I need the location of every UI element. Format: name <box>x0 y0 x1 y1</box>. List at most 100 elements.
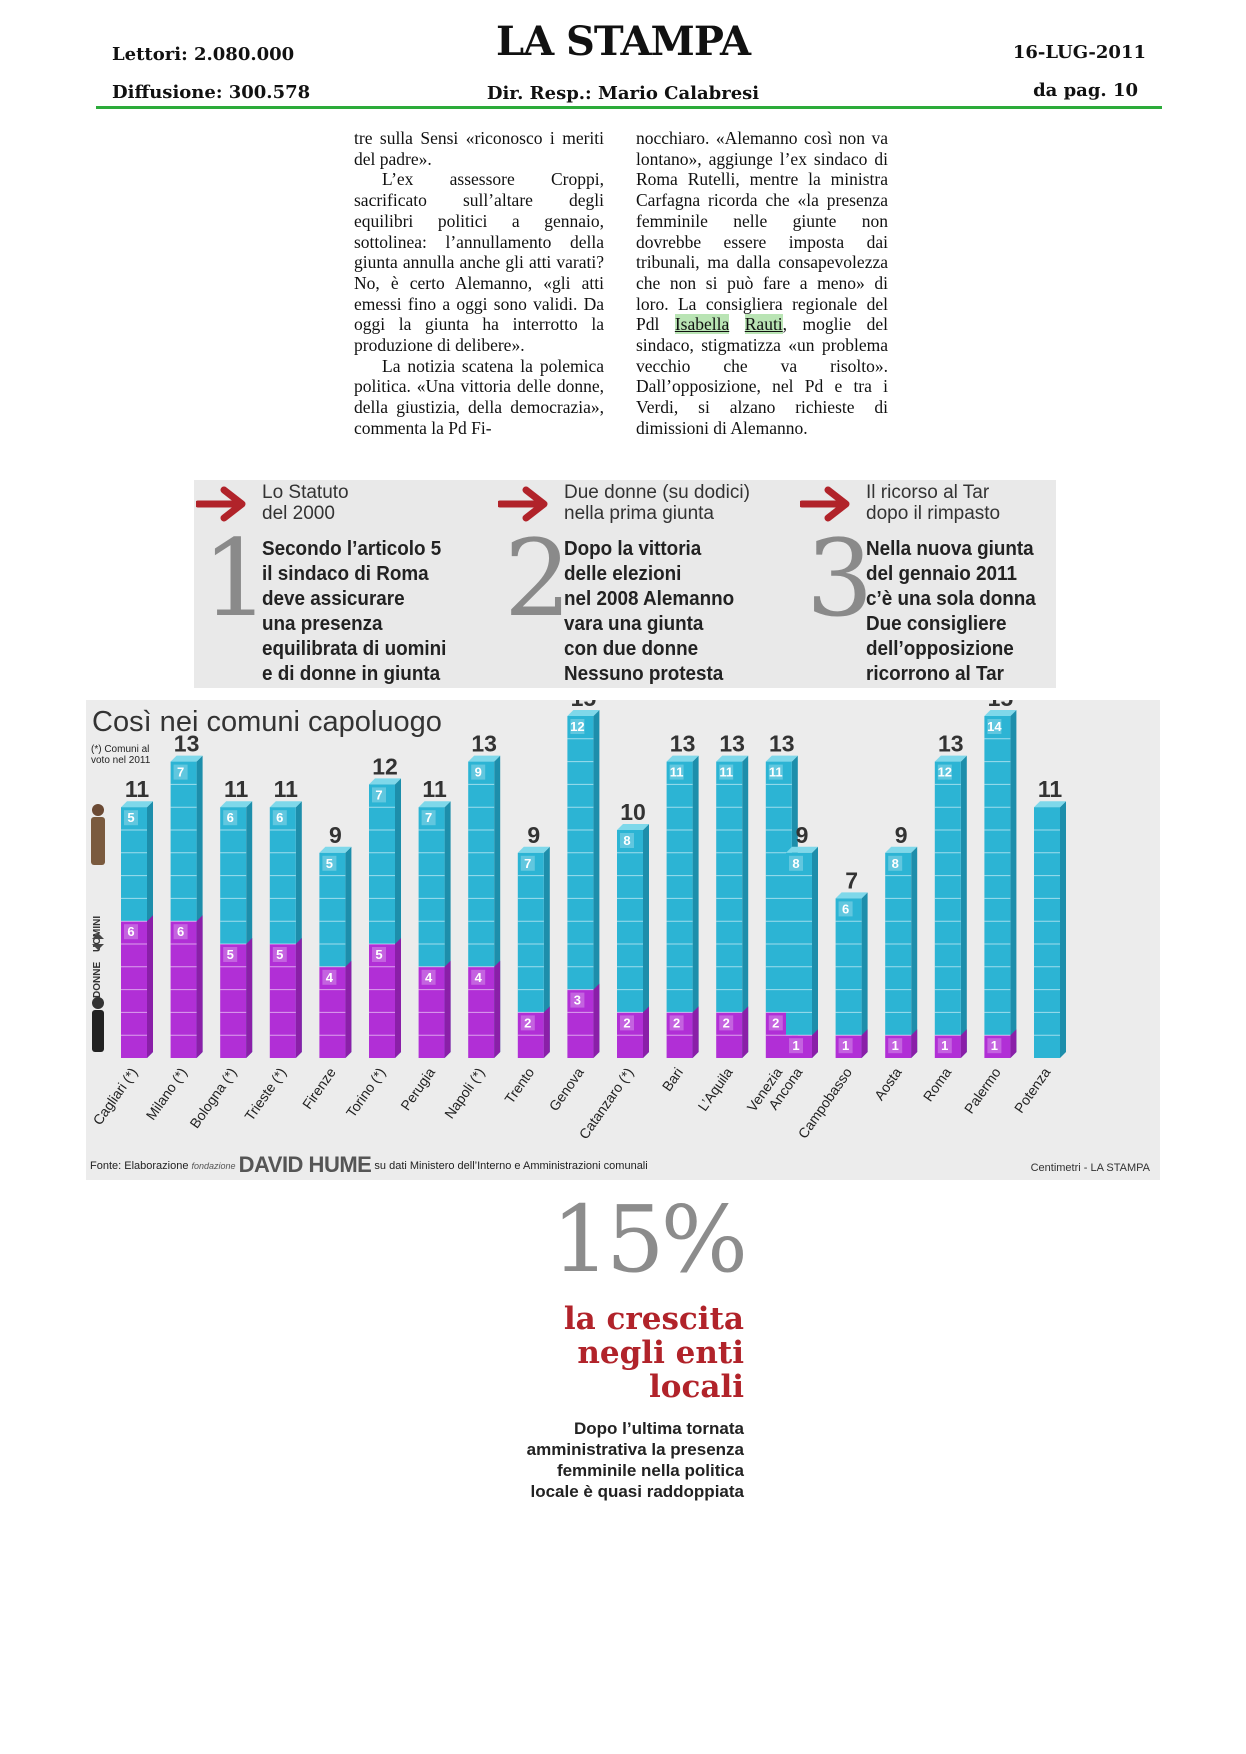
value-badge <box>937 1038 952 1054</box>
value-badge <box>421 969 436 985</box>
total-label: 11 <box>422 776 447 802</box>
bar-women-side <box>742 1006 749 1058</box>
women-value-label: 1 <box>941 1038 948 1053</box>
bar-women-segment <box>220 944 247 1058</box>
bar-women-segment <box>885 1035 912 1058</box>
source-brand: DAVID HUME <box>238 1152 372 1177</box>
bar-side <box>911 846 918 1058</box>
men-value-label: 8 <box>792 856 799 871</box>
women-value-label: 3 <box>574 993 581 1008</box>
men-value-label: 12 <box>570 719 584 734</box>
issue-date: 16-LUG-2011 <box>1012 42 1146 63</box>
stat-value: 15% <box>551 1186 748 1293</box>
highlighted-name: Isabella <box>674 314 730 335</box>
arrow-right-icon <box>498 486 548 522</box>
value-badge <box>888 855 903 871</box>
men-value-label: 7 <box>375 787 382 802</box>
bar-side <box>593 710 600 1058</box>
bar-women-side <box>295 938 302 1058</box>
arrow-right-icon <box>800 486 850 522</box>
man-figure-icon <box>92 804 104 816</box>
bar-side <box>543 846 550 1058</box>
category-label: Torino (*) <box>343 1065 389 1121</box>
bar-top <box>369 778 401 785</box>
women-value-label: 1 <box>792 1038 799 1053</box>
article-paragraph: La notizia scatena la polemica politica.… <box>354 355 604 438</box>
men-value-label: 6 <box>227 810 234 825</box>
bar-women-side <box>643 1006 649 1058</box>
bar-women-segment <box>984 1035 1011 1058</box>
women-value-label: 5 <box>276 947 283 962</box>
bar-side <box>1060 801 1066 1058</box>
value-badge <box>372 787 386 803</box>
chart-note: (*) Comuni al voto nel 2011 <box>91 744 151 766</box>
man-figure-body <box>91 817 105 865</box>
bar-women-side <box>812 1029 818 1058</box>
article-paragraph: L’ex assessore Croppi, sacrificato sull’… <box>354 169 604 356</box>
total-label: 13 <box>670 731 696 757</box>
bar-side <box>1010 710 1017 1058</box>
value-badge <box>471 969 486 985</box>
value-badge <box>173 924 188 940</box>
value-badge <box>570 992 585 1008</box>
bar-women-side <box>196 915 203 1058</box>
value-badge <box>173 764 188 780</box>
men-value-label: 7 <box>425 810 432 825</box>
bar-women-side <box>444 960 451 1058</box>
step-subtitle: Il ricorso al Tar dopo il rimpasto <box>866 482 1001 524</box>
total-label: 9 <box>895 822 908 848</box>
bar-top <box>984 710 1017 716</box>
step-text: Nella nuova giunta del gennaio 2011 c’è … <box>866 537 1036 685</box>
bar-side <box>643 824 649 1058</box>
women-value-label: 2 <box>524 1015 531 1030</box>
chart-title: Così nei comuni capoluogo <box>92 706 442 738</box>
bar-women-side <box>692 1006 699 1058</box>
value-badge <box>888 1038 903 1054</box>
total-label: 10 <box>620 799 646 825</box>
bar-top <box>517 846 550 853</box>
value-badge <box>520 855 535 871</box>
bar-top <box>319 846 352 853</box>
value-badge <box>987 1038 1002 1054</box>
value-badge <box>272 810 287 826</box>
bar-side <box>812 846 818 1058</box>
value-badge <box>719 1015 734 1031</box>
masthead: LA STAMPA <box>495 18 751 65</box>
category-label: Roma <box>920 1064 955 1104</box>
value-badge <box>768 1015 783 1031</box>
bar-top <box>835 892 868 899</box>
value-badge <box>570 719 585 734</box>
value-badge <box>620 833 634 848</box>
bar-women-side <box>593 983 600 1058</box>
bar-women-segment <box>934 1035 961 1058</box>
men-value-label: 7 <box>524 856 531 871</box>
bar-women-segment <box>835 1035 862 1058</box>
category-label: Milano (*) <box>143 1065 190 1123</box>
women-value-label: 4 <box>475 970 483 985</box>
readers-count: Lettori: 2.080.000 <box>112 44 295 65</box>
bar-top <box>121 801 153 808</box>
total-label: 13 <box>471 731 497 757</box>
value-badge <box>421 810 436 826</box>
bar-top <box>666 755 699 762</box>
value-badge <box>272 947 287 962</box>
triangle-down-icon <box>92 944 104 950</box>
men-value-label: 11 <box>719 765 733 780</box>
timeline-step-2: Due donne (su dodici) nella prima giunta… <box>496 480 786 688</box>
bar-men-segment <box>319 852 346 967</box>
timeline-step-3: Il ricorso al Tar dopo il rimpasto 3 Nel… <box>798 480 1088 688</box>
category-label: Potenza <box>1011 1064 1054 1115</box>
bar-side <box>742 755 749 1058</box>
women-value-label: 2 <box>723 1015 730 1030</box>
bar-side <box>960 755 967 1058</box>
bar-women-side <box>147 915 153 1058</box>
total-label: 13 <box>174 731 200 757</box>
value-badge <box>987 719 1002 734</box>
woman-figure-icon <box>92 997 104 1009</box>
stat-box: 15% la crescita negli enti locali Dopo l… <box>494 1186 748 1502</box>
chart-source: Fonte: Elaborazione fondazione DAVID HUM… <box>90 1152 648 1178</box>
men-value-label: 11 <box>670 765 684 780</box>
arrow-right-icon <box>196 486 246 522</box>
men-value-label: 8 <box>623 833 630 848</box>
triangle-up-icon <box>92 933 104 939</box>
